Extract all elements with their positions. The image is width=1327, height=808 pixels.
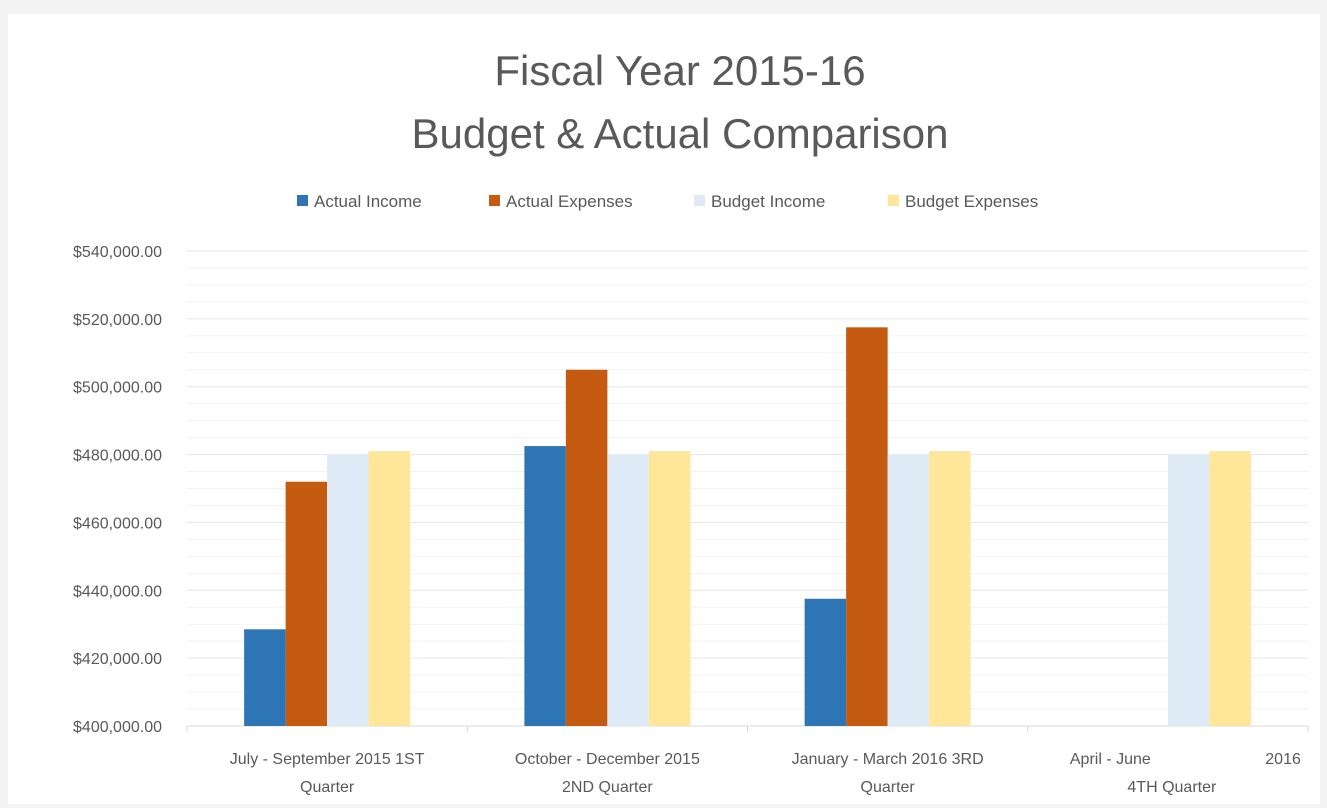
chart-title-line: Fiscal Year 2015-16 bbox=[494, 47, 865, 94]
x-tick-label: 4TH Quarter bbox=[1127, 779, 1217, 796]
x-tick-label: January - March 2016 3RD bbox=[792, 751, 984, 768]
y-tick-label: $480,000.00 bbox=[73, 448, 162, 465]
y-tick-label: $500,000.00 bbox=[73, 380, 162, 397]
legend-swatch bbox=[694, 195, 705, 206]
y-tick-label: $440,000.00 bbox=[73, 583, 162, 600]
bar-actual-expenses bbox=[285, 481, 328, 726]
bar-actual-expenses bbox=[565, 369, 608, 726]
bar-budget-expenses bbox=[1209, 451, 1251, 726]
y-tick-label: $540,000.00 bbox=[73, 244, 162, 261]
x-tick-label: October - December 2015 bbox=[515, 751, 700, 768]
bar-actual-income bbox=[244, 629, 286, 726]
x-tick-label: July - September 2015 1ST bbox=[230, 751, 425, 768]
y-tick-label: $520,000.00 bbox=[73, 312, 162, 329]
bar-actual-income bbox=[524, 446, 566, 726]
legend-swatch bbox=[297, 195, 308, 206]
x-tick-label: Quarter bbox=[861, 779, 916, 796]
legend-label: Actual Expenses bbox=[506, 192, 633, 211]
legend-swatch bbox=[888, 195, 899, 206]
y-tick-label: $400,000.00 bbox=[73, 719, 162, 736]
x-tick-label: 2016 bbox=[1265, 751, 1301, 768]
chart-title-line: Budget & Actual Comparison bbox=[412, 110, 949, 157]
y-tick-label: $460,000.00 bbox=[73, 515, 162, 532]
bar-actual-expenses bbox=[846, 327, 888, 726]
legend-swatch bbox=[489, 195, 500, 206]
legend-label: Budget Income bbox=[711, 192, 825, 211]
legend-label: Actual Income bbox=[314, 192, 422, 211]
bar-budget-expenses bbox=[648, 451, 691, 726]
bar-budget-income bbox=[327, 454, 369, 726]
x-tick-label: 2ND Quarter bbox=[562, 779, 653, 796]
legend-label: Budget Expenses bbox=[905, 192, 1038, 211]
bar-budget-income bbox=[607, 454, 649, 726]
bar-budget-income bbox=[1167, 454, 1210, 726]
x-tick-label: April - June bbox=[1070, 751, 1151, 768]
bar-budget-expenses bbox=[368, 451, 411, 726]
bar-budget-income bbox=[887, 454, 930, 726]
bar-budget-expenses bbox=[929, 451, 971, 726]
x-tick-label: Quarter bbox=[300, 779, 355, 796]
y-tick-label: $420,000.00 bbox=[73, 651, 162, 668]
bar-actual-income bbox=[804, 598, 847, 726]
